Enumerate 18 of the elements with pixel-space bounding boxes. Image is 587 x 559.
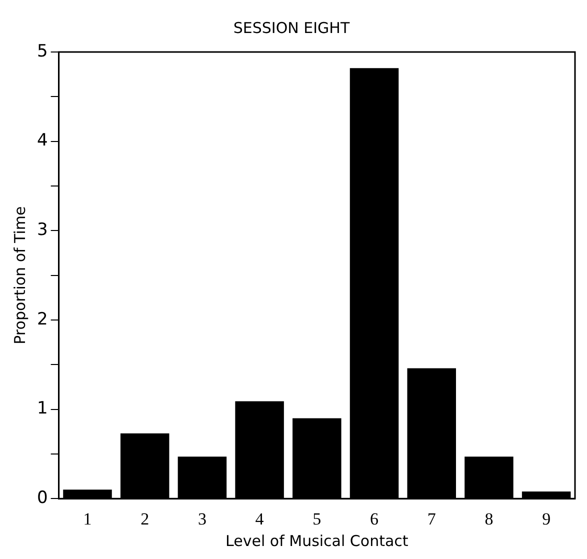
y-tick-label: 4: [36, 130, 48, 151]
chart-title: SESSION EIGHT: [233, 18, 350, 37]
x-tick-label: 2: [140, 509, 150, 528]
x-tick-label: 4: [255, 509, 264, 528]
x-axis-title: Level of Musical Contact: [226, 532, 408, 550]
x-tick-label: 3: [198, 509, 206, 528]
y-tick-label: 0: [36, 488, 48, 508]
x-tick-label: 7: [427, 509, 436, 528]
x-tick-label: 5: [312, 509, 322, 528]
x-tick-label: 6: [370, 509, 379, 528]
y-axis-title: Proportion of Time: [10, 206, 29, 344]
x-tick-label: 9: [542, 509, 551, 528]
x-tick-label: 1: [83, 509, 92, 528]
y-tick-label: 1: [36, 398, 48, 419]
x-tick-label: 8: [484, 509, 494, 528]
y-tick-label: 5: [36, 41, 48, 62]
y-tick-label: 3: [36, 220, 48, 240]
y-tick-label: 2: [36, 309, 48, 330]
